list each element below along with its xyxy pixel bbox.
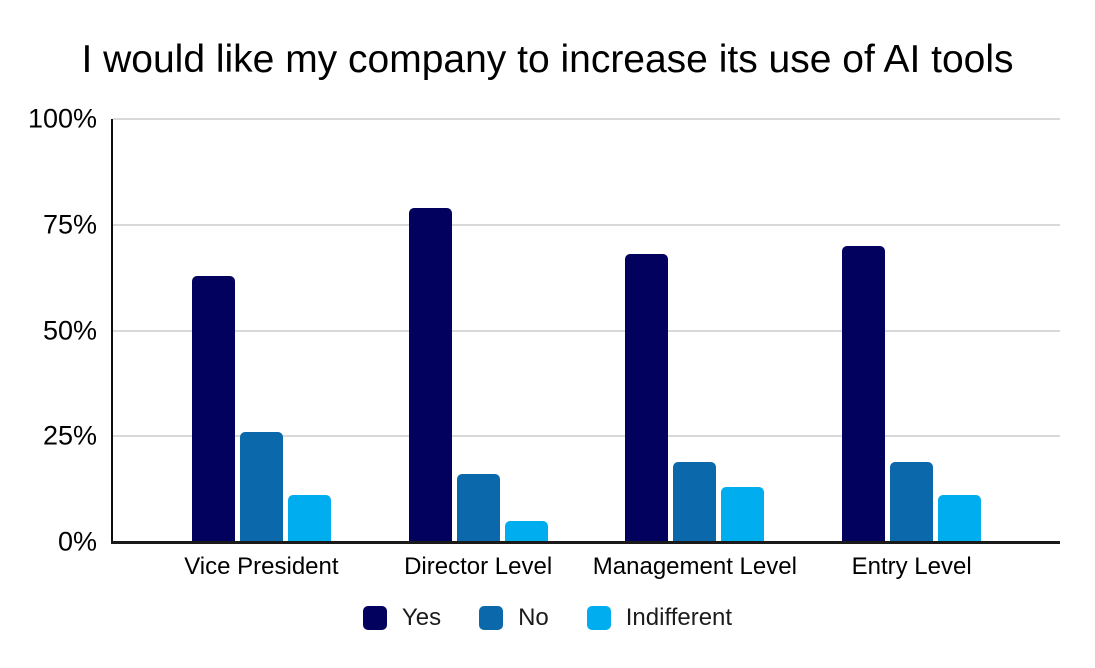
- bar-group-management-level: [587, 119, 804, 542]
- gridline: [113, 329, 1060, 332]
- bar-indifferent-director-level: [504, 520, 548, 542]
- bar-no-director-level: [456, 474, 500, 542]
- legend-item-yes: Yes: [362, 604, 442, 632]
- bar-group-director-level: [370, 119, 587, 542]
- bar-yes-management-level: [625, 254, 669, 542]
- legend: Yes No Indifferent: [0, 604, 1095, 632]
- y-axis: 100% 75% 50% 25% 0%: [0, 104, 97, 557]
- bar-no-entry-level: [890, 461, 934, 542]
- x-tick-label: Vice President: [184, 553, 339, 580]
- bar-group-entry-level: [803, 119, 1020, 542]
- bar-no-vice-president: [239, 432, 283, 542]
- x-axis-labels: Vice President Director Level Management L…: [113, 553, 1060, 583]
- gridline: [113, 118, 1060, 120]
- bar-yes-entry-level: [842, 245, 886, 542]
- legend-swatch-icon: [362, 606, 387, 630]
- chart-title: I would like my company to increase its …: [81, 38, 1014, 81]
- bar-yes-director-level: [408, 207, 452, 542]
- y-tick-label: 100%: [27, 103, 97, 134]
- bar-indifferent-vice-president: [287, 495, 331, 542]
- y-tick-label: 25%: [42, 420, 97, 451]
- bar-yes-vice-president: [191, 275, 235, 542]
- bar-group-vice-president: [153, 119, 370, 542]
- y-axis-line: [111, 119, 113, 542]
- legend-item-indifferent: Indifferent: [586, 604, 733, 632]
- bar-indifferent-entry-level: [938, 495, 982, 542]
- y-tick-label: 50%: [42, 315, 97, 345]
- bar-groups: [113, 119, 1060, 542]
- legend-swatch-icon: [586, 606, 611, 630]
- y-tick-label: 75%: [42, 209, 97, 240]
- x-axis-line: [111, 541, 1060, 544]
- legend-item-no: No: [479, 604, 549, 632]
- plot-area: [111, 118, 1060, 544]
- legend-swatch-icon: [479, 606, 504, 630]
- legend-label: Yes: [401, 604, 442, 631]
- bar-indifferent-management-level: [721, 487, 765, 542]
- x-tick-label: Management Level: [592, 553, 797, 580]
- x-tick-label: Entry Level: [851, 553, 972, 580]
- gridline: [113, 223, 1060, 226]
- legend-label: Indifferent: [625, 604, 733, 631]
- legend-label: No: [518, 604, 549, 631]
- x-tick-label: Director Level: [404, 553, 553, 580]
- y-tick-label: 0%: [57, 526, 97, 557]
- gridline: [113, 435, 1060, 438]
- bar-no-management-level: [673, 461, 717, 542]
